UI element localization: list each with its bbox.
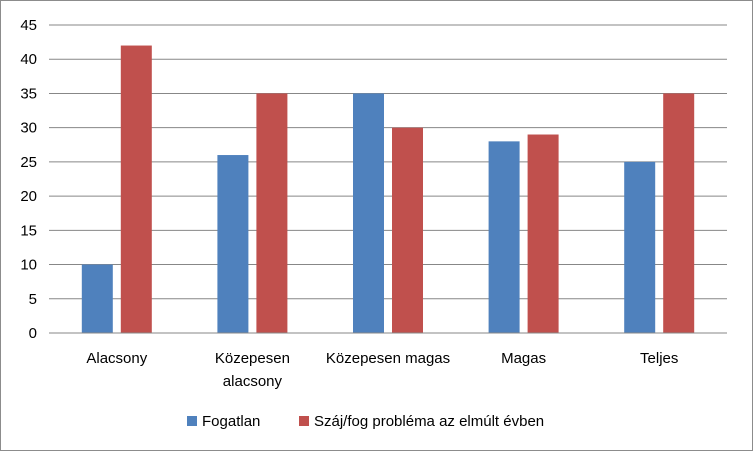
legend: Fogatlan Száj/fog probléma az elmúlt évbe… (187, 413, 544, 430)
bar-fogatlan (217, 155, 249, 333)
bar-fogatlan (81, 264, 113, 333)
bar-fogatlan (353, 93, 384, 333)
legend-swatch (299, 416, 309, 426)
bar-fogatlan (624, 161, 656, 333)
bar-szaj-fog-problema (392, 127, 423, 334)
legend-label: Száj/fog probléma az elmúlt évben (314, 413, 544, 430)
legend-label: Fogatlan (202, 413, 260, 430)
bar-szaj-fog-problema (120, 45, 152, 334)
y-tick-label: 0 (29, 325, 37, 342)
y-tick-label: 10 (20, 257, 37, 274)
y-tick-label: 40 (20, 51, 37, 68)
x-axis-labels: Alacsony Közepesen alacsony Közepesen magas… (86, 350, 678, 390)
y-tick-label: 20 (20, 188, 37, 205)
y-axis-ticks: 0 5 10 15 20 25 30 35 40 45 (20, 17, 37, 342)
x-category-label: Teljes (640, 350, 678, 367)
y-tick-label: 45 (20, 17, 37, 34)
y-tick-label: 25 (20, 154, 37, 171)
bar-fogatlan (488, 141, 520, 333)
y-tick-label: 5 (29, 291, 37, 308)
bar-szaj-fog-problema (663, 93, 695, 333)
legend-swatch (187, 416, 197, 426)
bar-szaj-fog-problema (527, 134, 559, 333)
x-category-label: Magas (501, 350, 546, 367)
x-category-label: Közepesen (215, 350, 290, 367)
x-category-label: Közepesen magas (326, 350, 450, 367)
y-tick-label: 30 (20, 120, 37, 137)
bar-szaj-fog-problema (256, 93, 288, 333)
x-category-label: Alacsony (86, 350, 147, 367)
bars (81, 45, 695, 334)
y-tick-label: 15 (20, 222, 37, 239)
gridlines (49, 24, 727, 300)
x-category-label: alacsony (223, 373, 283, 390)
y-tick-label: 35 (20, 85, 37, 102)
